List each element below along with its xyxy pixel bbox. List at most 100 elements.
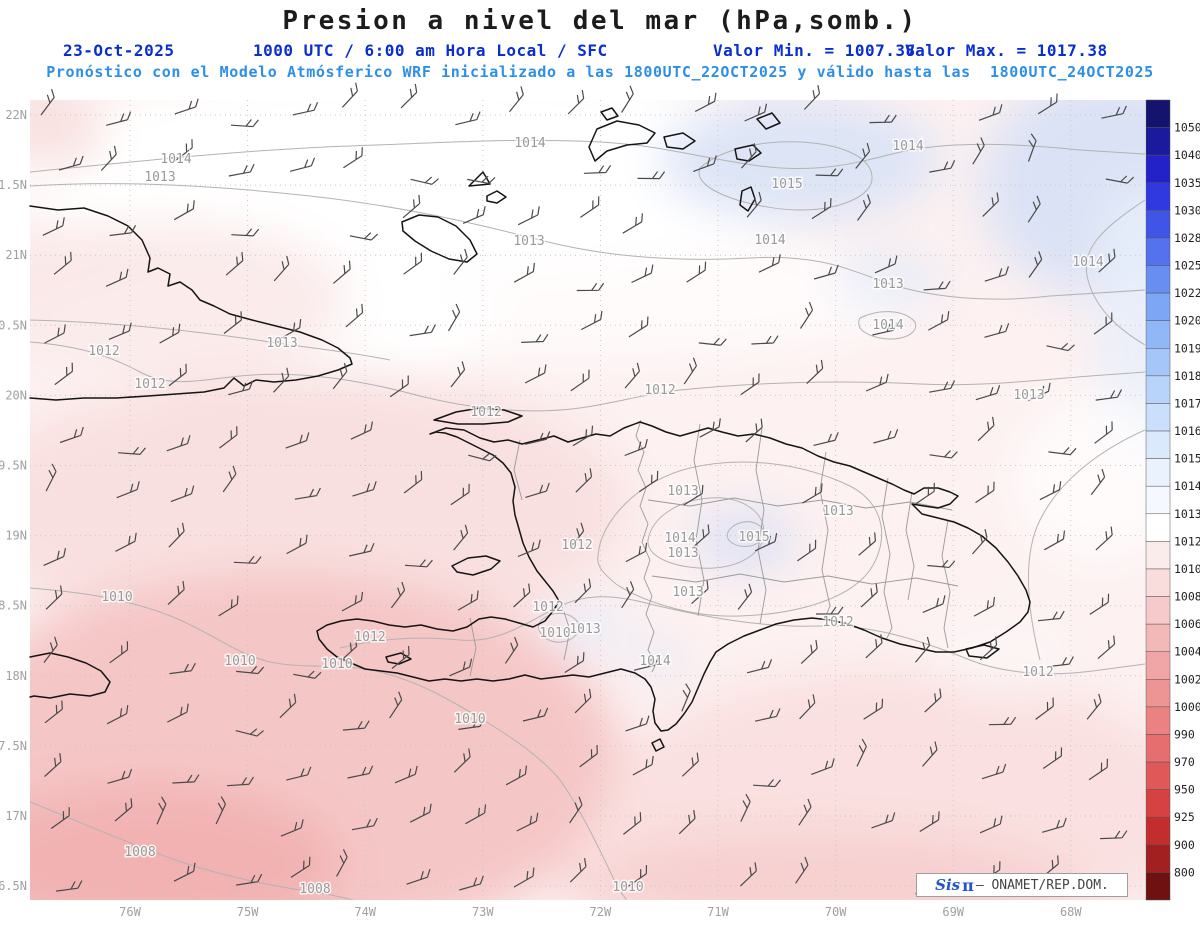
- colorbar-cell: [1145, 403, 1171, 432]
- contour-label: 1008: [124, 845, 155, 860]
- colorbar-cell: [1145, 127, 1171, 156]
- contour-label: 1013: [1013, 388, 1044, 403]
- coast-grand-turk: [739, 186, 756, 212]
- contour-label: 1012: [561, 538, 592, 553]
- colorbar-cell: [1145, 706, 1171, 735]
- colorbar-label: 800: [1174, 865, 1195, 879]
- colorbar-cell: [1145, 320, 1171, 349]
- watermark-text: – ONAMET/REP.DOM.: [975, 877, 1109, 893]
- pressure-shading-layer: [30, 100, 1145, 900]
- lon-tick-label: 70W: [825, 905, 847, 919]
- colorbar-cell: [1145, 210, 1171, 239]
- colorbar-cell: [1145, 844, 1171, 873]
- lat-tick-label: 22N: [5, 108, 27, 122]
- coast-hispaniola: [316, 421, 1031, 732]
- coast-cuba: [29, 205, 353, 401]
- colorbar-label: 1050: [1174, 121, 1200, 135]
- colorbar-label: 1008: [1174, 590, 1200, 604]
- lat-axis: 22N 1.5N 21N 0.5N 20N 9.5N 19N 8.5N 18N 7.5N 17N 6.…: [0, 108, 27, 893]
- coast-plana-cay: [600, 107, 619, 121]
- contour-label: 1013: [513, 234, 544, 249]
- lat-tick-label: 7.5N: [0, 739, 27, 753]
- lat-tick-label: 0.5N: [0, 318, 27, 332]
- colorbar-label: 925: [1174, 810, 1195, 824]
- contour-label: 1010: [612, 880, 643, 895]
- colorbar-cell: [1145, 182, 1171, 211]
- colorbar-label: 990: [1174, 727, 1195, 741]
- lat-tick-label: 1.5N: [0, 178, 27, 192]
- watermark-sis: Sis: [935, 876, 961, 894]
- colorbar-label: 1012: [1174, 534, 1200, 548]
- max-value-label: Valor Max. = 1017.38: [905, 41, 1108, 60]
- colorbar-label: 1022: [1174, 286, 1200, 300]
- contour-label: 1014: [160, 152, 191, 167]
- contour-label: 1012: [822, 615, 853, 630]
- colorbar-cell: [1145, 651, 1171, 680]
- contour-label: 1014: [754, 233, 785, 248]
- colorbar-cell: [1145, 348, 1171, 377]
- coast-little-inagua: [486, 190, 507, 204]
- colorbar-label: 1010: [1174, 562, 1200, 576]
- colorbar-label: 1040: [1174, 148, 1200, 162]
- colorbar-label: 900: [1174, 838, 1195, 852]
- colorbar-label: 970: [1174, 755, 1195, 769]
- colorbar-cell: [1145, 430, 1171, 459]
- colorbar-cell: [1145, 761, 1171, 790]
- colorbar-cell: [1145, 734, 1171, 763]
- coast-beata: [651, 738, 665, 752]
- coast-jamaica: [29, 652, 111, 699]
- colorbar-cell: [1145, 623, 1171, 652]
- contour-labels-layer: 1014101310141015101410131014101410131014…: [87, 135, 1105, 899]
- contour-label: 1014: [514, 136, 545, 151]
- page-title: Presion a nivel del mar (hPa,somb.): [282, 6, 918, 36]
- colorbar-label: 1028: [1174, 231, 1200, 245]
- contour-label: 1013: [872, 277, 903, 292]
- contour-label: 1015: [738, 530, 769, 545]
- contour-label: 1010: [101, 590, 132, 605]
- colorbar-label: 1035: [1174, 176, 1200, 190]
- contour-label: 1012: [88, 344, 119, 359]
- contour-label: 1013: [144, 170, 175, 185]
- lon-tick-label: 68W: [1060, 905, 1082, 919]
- contour-label: 1013: [667, 546, 698, 561]
- lat-tick-label: 18N: [5, 669, 27, 683]
- colorbar-cell: [1145, 237, 1171, 266]
- contour-label: 1010: [224, 654, 255, 669]
- colorbar-cell: [1145, 568, 1171, 597]
- colorbar-label: 1006: [1174, 617, 1200, 631]
- contour-label: 1010: [539, 626, 570, 641]
- colorbar-label: 1019: [1174, 341, 1200, 355]
- lon-tick-label: 74W: [354, 905, 376, 919]
- colorbar-cell: [1145, 265, 1171, 294]
- colorbar-label: 1014: [1174, 479, 1200, 493]
- colorbar-label: 1017: [1174, 396, 1200, 410]
- colorbar-label: 1018: [1174, 369, 1200, 383]
- contour-label: 1010: [321, 657, 352, 672]
- lat-tick-label: 17N: [5, 809, 27, 823]
- colorbar-label: 1016: [1174, 424, 1200, 438]
- coast-east-caicos: [663, 132, 696, 150]
- colorbar-cell: [1145, 789, 1171, 818]
- colorbar-cell: [1145, 816, 1171, 846]
- colorbar-cell: [1145, 458, 1171, 487]
- colorbar-label: 1030: [1174, 203, 1200, 217]
- min-value-label: Valor Min. = 1007.38: [713, 41, 916, 60]
- watermark-box: Sis π – ONAMET/REP.DOM.: [916, 873, 1128, 897]
- contour-label: 1015: [771, 177, 802, 192]
- contour-label: 1013: [822, 504, 853, 519]
- colorbar-label: 1015: [1174, 452, 1200, 466]
- lon-tick-label: 75W: [237, 905, 259, 919]
- colorbar-label: 1002: [1174, 672, 1200, 686]
- contour-label: 1008: [299, 882, 330, 897]
- lon-axis: 76W 75W 74W 73W 72W 71W 70W 69W 68W: [119, 905, 1082, 919]
- coast-small-cay: [756, 112, 781, 130]
- contour-label: 1012: [354, 630, 385, 645]
- contour-label: 1012: [470, 405, 501, 420]
- coastlines: [29, 107, 1031, 752]
- lon-tick-label: 73W: [472, 905, 494, 919]
- colorbar-cell: [1145, 872, 1171, 901]
- contour-label: 1014: [872, 318, 903, 333]
- contour-label: 1012: [134, 377, 165, 392]
